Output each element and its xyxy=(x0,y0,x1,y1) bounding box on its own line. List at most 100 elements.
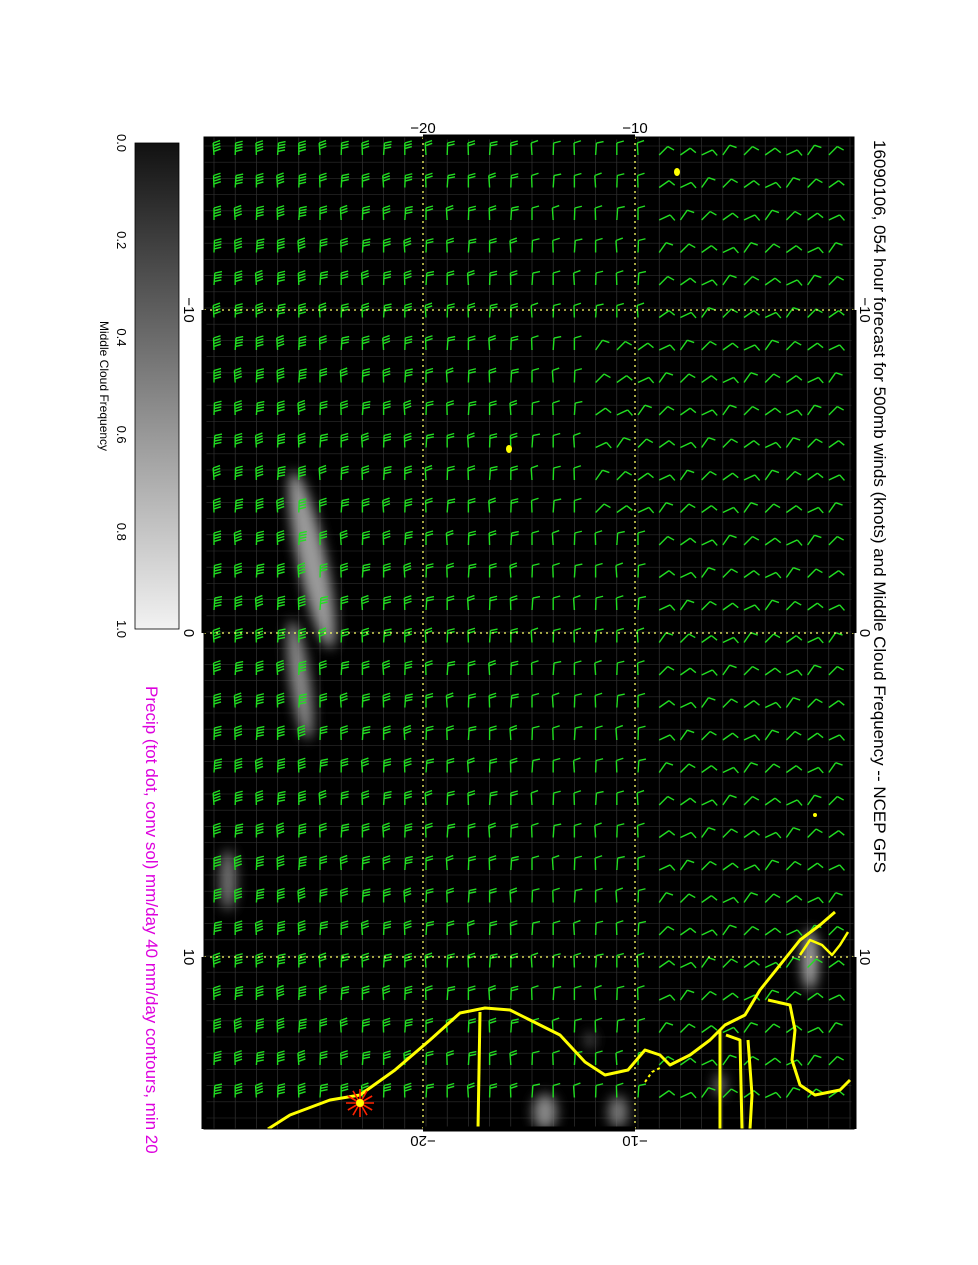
wind-barb xyxy=(615,595,624,611)
wind-barb xyxy=(404,205,413,221)
wind-barb xyxy=(488,984,497,1001)
wind-barb xyxy=(424,335,433,351)
wind-barb xyxy=(361,335,370,350)
wind-barb xyxy=(360,269,370,286)
wind-barb xyxy=(339,1017,348,1033)
wind-barb xyxy=(679,927,697,936)
wind-barb xyxy=(360,594,370,611)
colorbar-ticks: 0.0 0.2 0.4 0.6 0.8 1.0 xyxy=(114,134,129,638)
wind-barb xyxy=(530,660,539,676)
wind-barb xyxy=(255,465,264,481)
wind-barb xyxy=(276,400,285,415)
wind-barb xyxy=(722,1026,739,1034)
wind-barb xyxy=(425,920,435,936)
wind-barb xyxy=(298,173,307,188)
wind-barb xyxy=(573,563,583,578)
wind-barb xyxy=(764,571,782,579)
wind-barb xyxy=(340,335,350,351)
wind-barb xyxy=(785,245,803,254)
wind-barb xyxy=(255,790,264,806)
wind-barb xyxy=(213,725,222,741)
wind-barb xyxy=(255,725,265,741)
wind-barb xyxy=(786,799,803,806)
wind-barb xyxy=(637,404,652,416)
wind-barb xyxy=(701,375,718,384)
figure-title: 16090106, 054 hour forecast for 500mb wi… xyxy=(870,140,889,873)
wind-barb xyxy=(361,368,371,383)
wind-barb xyxy=(615,920,624,936)
wind-barb xyxy=(743,700,760,709)
wind-barb xyxy=(637,758,647,773)
wind-barb xyxy=(701,177,716,188)
wind-barb xyxy=(552,725,560,741)
wind-barb xyxy=(213,530,222,545)
wind-barb xyxy=(594,984,602,1001)
wind-barb xyxy=(467,725,477,741)
wind-barb xyxy=(298,627,306,643)
wind-barb xyxy=(276,237,285,253)
coastline-path xyxy=(767,998,852,1097)
wind-barb xyxy=(658,440,676,449)
wind-barb xyxy=(594,758,604,773)
top-tick-label: −10 xyxy=(622,120,647,137)
wind-barb xyxy=(573,888,583,903)
wind-barb xyxy=(764,599,780,611)
colorbar-tick-label: 0.6 xyxy=(114,426,129,444)
wind-barb xyxy=(636,660,645,676)
wind-barb xyxy=(361,530,371,546)
wind-barb xyxy=(828,474,845,481)
wind-barb xyxy=(297,237,306,253)
wind-barb xyxy=(510,985,519,1001)
wind-barb xyxy=(382,237,391,253)
wind-barb xyxy=(510,823,519,838)
wind-barb xyxy=(701,567,716,578)
wind-barb xyxy=(530,822,539,838)
wind-barb xyxy=(276,920,286,936)
wind-barb xyxy=(616,505,633,514)
wind-barb xyxy=(212,302,221,318)
wind-barb xyxy=(807,472,824,481)
wind-barb xyxy=(615,562,624,578)
wind-barb xyxy=(340,465,349,481)
wind-barb xyxy=(530,497,539,513)
wind-barb xyxy=(828,405,844,416)
wind-barb xyxy=(510,335,519,351)
colorbar-tick-label: 1.0 xyxy=(114,620,129,638)
wind-barb xyxy=(616,627,624,643)
wind-barb xyxy=(594,920,604,936)
wind-barb xyxy=(319,433,329,448)
wind-barb xyxy=(361,660,370,675)
wind-barb xyxy=(488,920,498,936)
lat-lon-gridlines xyxy=(204,137,854,1129)
wind-barb xyxy=(828,795,844,806)
wind-barb xyxy=(467,335,476,350)
wind-barb xyxy=(531,595,541,611)
wind-barb xyxy=(636,139,645,156)
wind-barb xyxy=(446,465,455,481)
wind-barb xyxy=(722,602,739,611)
wind-barb xyxy=(764,633,781,643)
coastline xyxy=(267,168,852,1129)
wind-barb xyxy=(234,465,243,481)
wind-barb xyxy=(658,960,676,969)
wind-barb xyxy=(807,828,823,838)
wind-barbs xyxy=(212,139,845,1099)
wind-barb xyxy=(679,797,697,806)
wind-barb xyxy=(807,568,823,578)
wind-barb xyxy=(212,627,221,643)
wind-barb xyxy=(319,205,328,220)
wind-barb xyxy=(446,1082,455,1098)
wind-barb xyxy=(234,985,244,1001)
wind-barb xyxy=(572,432,581,448)
coastline-path xyxy=(746,1039,754,1129)
wind-barb xyxy=(785,730,802,741)
wind-barb xyxy=(213,888,222,903)
wind-barb xyxy=(382,758,392,773)
wind-barb xyxy=(637,438,654,448)
bottom-axis: −20 −10 xyxy=(410,1132,647,1149)
wind-barb xyxy=(658,864,676,871)
wind-barb xyxy=(297,399,306,416)
wind-barb xyxy=(446,270,455,285)
wind-barb xyxy=(276,465,286,481)
wind-barb xyxy=(552,400,560,416)
